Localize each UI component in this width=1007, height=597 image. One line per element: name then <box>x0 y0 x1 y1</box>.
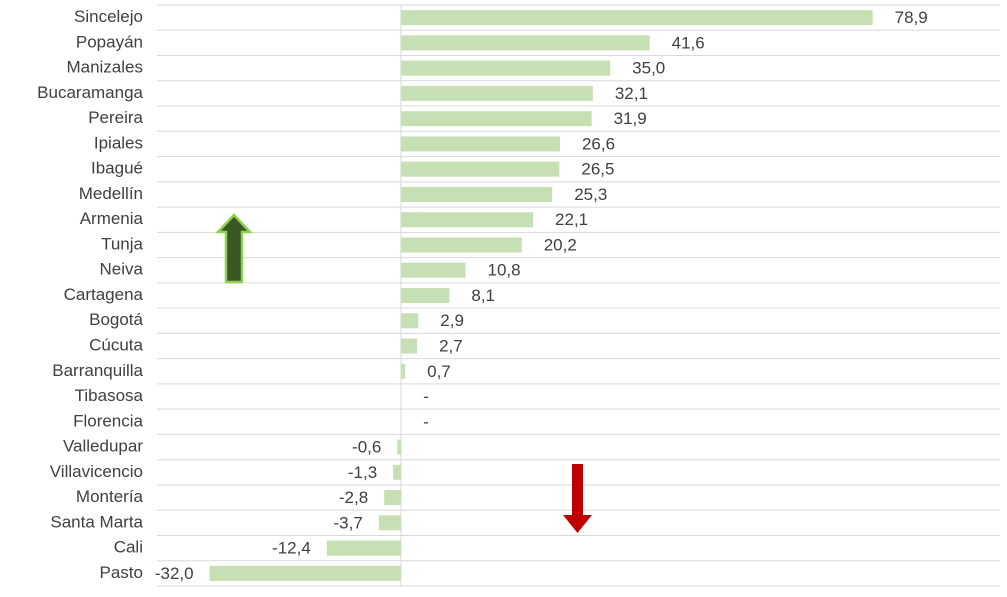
value-label: -2,8 <box>339 488 368 507</box>
category-label: Pereira <box>88 108 143 127</box>
value-label: 25,3 <box>574 185 607 204</box>
bar <box>400 186 553 202</box>
bar <box>400 85 593 101</box>
value-label: 32,1 <box>615 84 648 103</box>
value-label: 8,1 <box>471 286 495 305</box>
value-label: 26,6 <box>582 134 615 153</box>
category-label: Neiva <box>100 260 144 279</box>
value-label: -3,7 <box>334 513 363 532</box>
bar <box>378 515 401 531</box>
value-label: - <box>423 387 429 406</box>
bar <box>209 565 401 581</box>
bar <box>400 60 611 76</box>
bar <box>326 540 401 556</box>
category-label: Montería <box>76 487 144 506</box>
bar <box>400 363 406 379</box>
bar <box>400 237 522 253</box>
down-arrow <box>563 464 592 533</box>
bar <box>400 288 450 303</box>
category-label: Cartagena <box>64 285 144 304</box>
category-label: Manizales <box>66 58 143 77</box>
bar <box>400 111 592 127</box>
category-label: Tibasosa <box>75 386 144 405</box>
value-label: -12,4 <box>272 539 311 558</box>
bar <box>400 35 650 51</box>
bars: Sincelejo 78,9 Popayán 41,6 Manizales 35,0 Buc… <box>37 7 928 583</box>
category-label: Santa Marta <box>50 512 143 531</box>
category-label: Cúcuta <box>89 336 143 355</box>
bar <box>384 490 401 506</box>
category-label: Ipiales <box>94 133 143 152</box>
value-label: 0,7 <box>427 362 451 381</box>
value-label: 2,7 <box>439 337 463 356</box>
category-label: Sincelejo <box>74 7 143 26</box>
value-label: -32,0 <box>155 564 194 583</box>
value-label: 20,2 <box>544 235 577 254</box>
value-label: 31,9 <box>614 109 647 128</box>
value-label: 22,1 <box>555 210 588 229</box>
category-label: Bogotá <box>89 310 143 329</box>
value-label: 41,6 <box>672 33 705 52</box>
bar <box>400 313 419 329</box>
bar <box>397 439 401 455</box>
category-label: Medellín <box>79 184 143 203</box>
category-label: Barranquilla <box>52 361 143 380</box>
category-label: Florencia <box>73 411 143 430</box>
bar <box>400 161 560 177</box>
value-label: -1,3 <box>348 463 377 482</box>
category-label: Valledupar <box>63 437 143 456</box>
category-label: Popayán <box>76 32 143 51</box>
category-label: Pasto <box>100 563 143 582</box>
category-label: Cali <box>114 538 143 557</box>
bar <box>400 10 873 26</box>
value-label: 26,5 <box>581 160 614 179</box>
bar <box>400 212 534 228</box>
bar <box>400 262 466 278</box>
bar <box>393 464 401 480</box>
bar <box>400 136 560 152</box>
value-label: - <box>423 412 429 431</box>
value-label: 10,8 <box>488 261 521 280</box>
category-label: Bucaramanga <box>37 83 143 102</box>
value-label: -0,6 <box>352 438 381 457</box>
category-label: Tunja <box>101 234 143 253</box>
up-arrow <box>215 213 253 284</box>
value-label: 35,0 <box>632 59 665 78</box>
category-label: Ibagué <box>91 159 143 178</box>
category-label: Villavicencio <box>50 462 143 481</box>
value-label: 78,9 <box>895 8 928 27</box>
bar <box>400 338 418 354</box>
category-label: Armenia <box>80 209 144 228</box>
value-label: 2,9 <box>440 311 464 330</box>
